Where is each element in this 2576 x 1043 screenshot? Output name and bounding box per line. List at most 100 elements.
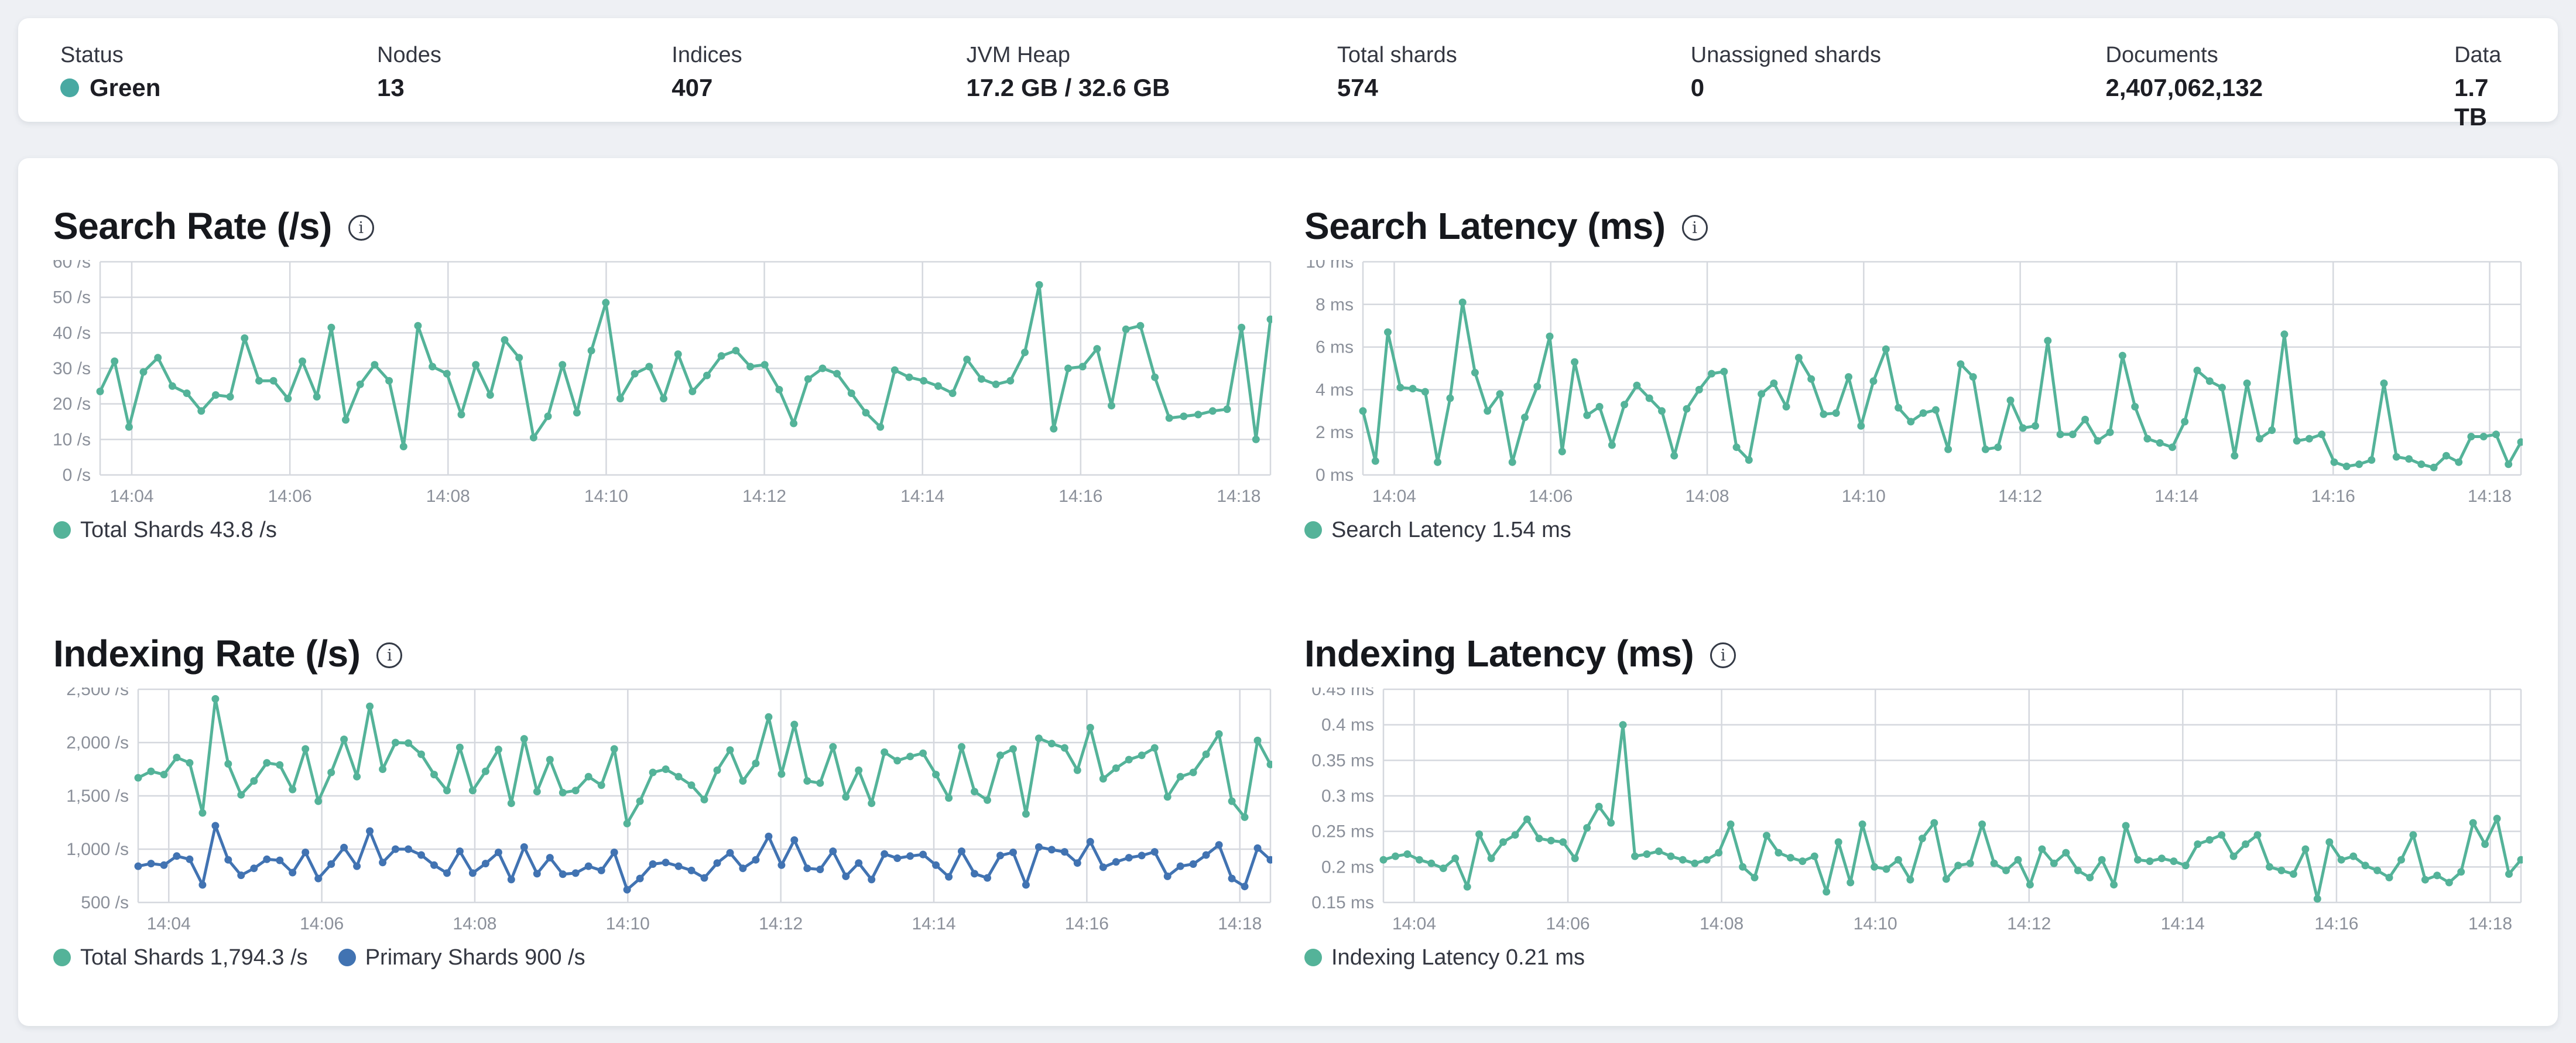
stat-value-text: 407: [672, 74, 713, 101]
stat-label: Data: [2454, 43, 2502, 67]
y-axis-label: 0.25 ms: [1311, 822, 1374, 842]
series-line-total-shards: [136, 697, 1272, 825]
stat-documents: Documents 2,407,062,132: [2106, 42, 2455, 122]
chart-plot[interactable]: 0.15 ms 0.2 ms 0.25 ms 0.3 ms 0.35 ms 0.4 ms 0…: [1304, 680, 2525, 936]
stat-value: 407: [672, 73, 966, 102]
grid-lines: [1362, 261, 2522, 476]
stat-value: 13: [377, 73, 672, 102]
chart-plot[interactable]: 500 /s 1,000 /s 1,500 /s 2,000 /s 2,500 /s 14…: [53, 680, 1275, 936]
stat-value-text: 2,407,062,132: [2105, 74, 2263, 101]
stat-unassigned-shards: Unassigned shards 0: [1691, 42, 2106, 122]
x-axis-label: 14:12: [1998, 487, 2042, 506]
chart-canvas[interactable]: 500 /s 1,000 /s 1,500 /s 2,000 /s 2,500 /s 14…: [53, 680, 1275, 936]
y-axis-label: 6 ms: [1316, 338, 1354, 357]
stat-value-text: 574: [1337, 74, 1378, 101]
chart-title: Search Rate (/s): [53, 205, 332, 247]
info-icon[interactable]: [376, 642, 403, 668]
x-axis-label: 14:04: [1392, 914, 1436, 933]
x-axis-label: 14:12: [742, 487, 786, 506]
y-axis-label: 4 ms: [1316, 380, 1354, 399]
x-axis-label: 14:06: [1546, 914, 1590, 933]
chart-search-latency-ms: Search Latency (ms) 0 ms 2 ms 4 ms 6 ms 8 ms 1…: [1304, 204, 2525, 543]
x-axis-label: 14:16: [2311, 487, 2355, 506]
chart-title-row: Indexing Latency (ms): [1304, 631, 2523, 676]
stat-value: 0: [1691, 73, 2106, 102]
info-icon[interactable]: [1710, 642, 1736, 668]
stat-label: Nodes: [377, 43, 441, 67]
chart-title: Indexing Rate (/s): [53, 632, 361, 675]
x-axis-label: 14:18: [2468, 487, 2512, 506]
chart-title: Indexing Latency (ms): [1304, 632, 1694, 675]
legend-label: Search Latency 1.54 ms: [1331, 517, 1571, 542]
stat-value-text: 1.7 TB: [2454, 74, 2489, 131]
legend-item: Search Latency 1.54 ms: [1304, 518, 1571, 543]
status-health-dot: [60, 78, 79, 97]
x-axis-label: 14:04: [147, 914, 191, 933]
chart-plot[interactable]: 0 ms 2 ms 4 ms 6 ms 8 ms 10 ms 14:04 14:06 14:08…: [1304, 252, 2525, 508]
x-axis-label: 14:08: [426, 487, 470, 506]
x-axis-label: 14:12: [759, 914, 803, 933]
stat-data: Data 1.7 TB: [2454, 42, 2516, 131]
axis-labels: 500 /s 1,000 /s 1,500 /s 2,000 /s 2,500 /s 14…: [66, 680, 1262, 933]
stat-nodes: Nodes 13: [377, 42, 672, 122]
chart-legend: Search Latency 1.54 ms: [1304, 517, 2523, 543]
stat-status: Status Green: [60, 42, 377, 122]
y-axis-label: 0.35 ms: [1311, 751, 1374, 770]
chart-canvas[interactable]: 0 ms 2 ms 4 ms 6 ms 8 ms 10 ms 14:04 14:06 14:08…: [1304, 252, 2525, 508]
chart-title: Search Latency (ms): [1304, 205, 1666, 247]
data-points: [96, 281, 1275, 450]
stat-value: 17.2 GB / 32.6 GB: [967, 73, 1337, 102]
stat-jvm-heap: JVM Heap 17.2 GB / 32.6 GB: [967, 42, 1337, 122]
legend-label: Primary Shards 900 /s: [365, 945, 585, 970]
chart-canvas[interactable]: 0.15 ms 0.2 ms 0.25 ms 0.3 ms 0.35 ms 0.4 ms 0…: [1304, 680, 2525, 936]
stat-total-shards: Total shards 574: [1337, 42, 1691, 122]
chart-plot[interactable]: 0 /s 10 /s 20 /s 30 /s 40 /s 50 /s 60 /s 14:04 1…: [53, 252, 1275, 508]
legend-dot: [1304, 949, 1322, 966]
stat-label: Unassigned shards: [1690, 43, 1882, 67]
x-axis-label: 14:08: [453, 914, 496, 933]
x-axis-label: 14:18: [1218, 914, 1262, 933]
y-axis-label: 0 /s: [63, 466, 91, 485]
x-axis-label: 14:06: [1529, 487, 1573, 506]
y-axis-label: 0.2 ms: [1321, 857, 1374, 877]
charts-card: Search Rate (/s) 0 /s 10 /s 20 /s 30 /s 40 /s…: [18, 158, 2558, 1026]
data-points: [134, 822, 1275, 894]
x-axis-label: 14:18: [2468, 914, 2512, 933]
x-axis-label: 14:10: [606, 914, 650, 933]
stat-value-text: 0: [1690, 74, 1705, 101]
info-icon[interactable]: [348, 215, 374, 241]
axis-labels: 0 /s 10 /s 20 /s 30 /s 40 /s 50 /s 60 /s 14:04 1…: [53, 252, 1261, 506]
legend-dot: [338, 949, 356, 966]
y-axis-label: 2,000 /s: [66, 733, 129, 753]
chart-legend: Total Shards 43.8 /s: [53, 517, 1272, 543]
chart-title-row: Search Rate (/s): [53, 204, 1272, 248]
x-axis-label: 14:10: [1854, 914, 1897, 933]
y-axis-label: 2 ms: [1316, 423, 1354, 442]
series-line-search-latency: [1361, 300, 2523, 469]
y-axis-label: 60 /s: [53, 260, 91, 272]
x-axis-label: 14:16: [1065, 914, 1109, 933]
y-axis-label: 0.3 ms: [1321, 786, 1374, 806]
info-icon[interactable]: [1681, 215, 1708, 241]
stat-value-text: 13: [377, 74, 405, 101]
stat-label: Documents: [2105, 43, 2218, 67]
x-axis-label: 14:04: [1372, 487, 1416, 506]
data-points: [1359, 298, 2525, 471]
y-axis-label: 10 ms: [1306, 260, 1354, 272]
stat-value-text: Green: [90, 74, 161, 101]
x-axis-label: 14:06: [300, 914, 344, 933]
legend-dot: [53, 949, 71, 966]
chart-indexing-rate-s: Indexing Rate (/s) 500 /s 1,000 /s 1,500 /s…: [53, 631, 1275, 971]
x-axis-label: 14:14: [2154, 487, 2198, 506]
legend-item: Primary Shards 900 /s: [338, 945, 585, 970]
legend-item: Total Shards 1,794.3 /s: [53, 945, 308, 970]
series-line-indexing-latency: [1382, 723, 2523, 901]
x-axis-label: 14:14: [900, 487, 944, 506]
stat-indices: Indices 407: [672, 42, 966, 122]
axis-labels: 0.15 ms 0.2 ms 0.25 ms 0.3 ms 0.35 ms 0.4 ms 0…: [1311, 680, 2512, 933]
chart-canvas[interactable]: 0 /s 10 /s 20 /s 30 /s 40 /s 50 /s 60 /s 14:04 1…: [53, 252, 1275, 508]
charts-grid: Search Rate (/s) 0 /s 10 /s 20 /s 30 /s 40 /s…: [53, 204, 2525, 971]
legend-dot: [1304, 521, 1322, 539]
stat-value: 1.7 TB: [2454, 73, 2516, 132]
